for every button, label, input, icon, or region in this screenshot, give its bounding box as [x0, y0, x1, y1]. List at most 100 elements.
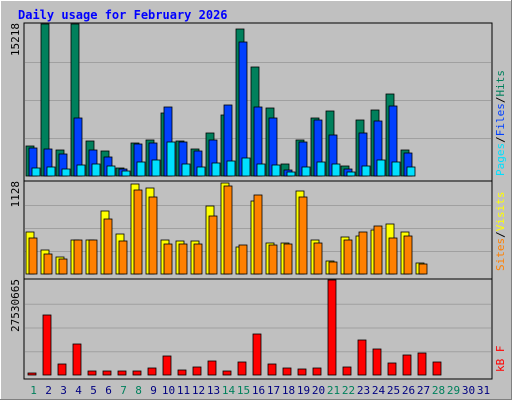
bar-requests-files-day-15	[238, 41, 248, 177]
bar-volume-kb-f-day-2	[42, 314, 52, 376]
bar-visitors-sites-day-1	[28, 237, 38, 275]
x-tick-label-day-11: 11	[177, 384, 190, 397]
x-tick-label-day-27: 27	[417, 384, 430, 397]
bar-visitors-sites-day-20	[313, 242, 323, 275]
bar-visitors-sites-day-22	[343, 239, 353, 275]
bar-requests-pages-day-22	[346, 171, 356, 177]
legend-visits: Visits	[494, 192, 507, 232]
bar-volume-kb-f-day-14	[222, 370, 232, 376]
bar-visitors-sites-day-27	[418, 263, 428, 275]
bar-volume-kb-f-day-3	[57, 363, 67, 376]
bar-requests-pages-day-1	[31, 167, 41, 177]
bar-volume-kb-f-day-27	[417, 352, 427, 376]
bar-visitors-sites-day-4	[73, 239, 83, 275]
bar-volume-kb-f-day-1	[27, 372, 37, 376]
legend-kbytes: kB F	[494, 346, 507, 373]
x-tick-label-day-17: 17	[267, 384, 280, 397]
bar-visitors-sites-day-15	[238, 244, 248, 275]
bar-volume-kb-f-day-25	[387, 362, 397, 376]
bar-volume-kb-f-day-26	[402, 354, 412, 376]
bar-requests-pages-day-25	[391, 161, 401, 177]
bar-volume-kb-f-day-11	[177, 369, 187, 376]
bar-requests-pages-day-23	[361, 165, 371, 177]
x-tick-label-day-7: 7	[120, 384, 127, 397]
x-tick-label-day-2: 2	[45, 384, 52, 397]
bar-visitors-sites-day-9	[148, 196, 158, 275]
bar-requests-pages-day-5	[91, 163, 101, 177]
bar-visitors-sites-day-24	[373, 225, 383, 275]
bar-volume-kb-f-day-23	[357, 339, 367, 376]
bar-visitors-sites-day-5	[88, 239, 98, 275]
bar-requests-pages-day-2	[46, 166, 56, 177]
bar-visitors-sites-day-16	[253, 194, 263, 275]
bar-requests-pages-day-16	[256, 163, 266, 177]
bar-requests-pages-day-19	[301, 166, 311, 177]
bar-volume-kb-f-day-8	[132, 370, 142, 376]
bar-visitors-sites-day-2	[43, 253, 53, 275]
bar-volume-kb-f-day-9	[147, 367, 157, 376]
x-tick-label-day-9: 9	[150, 384, 157, 397]
bar-volume-kb-f-day-12	[192, 366, 202, 376]
bar-volume-kb-f-day-19	[297, 368, 307, 376]
bar-requests-pages-day-20	[316, 161, 326, 177]
bar-visitors-sites-day-12	[193, 243, 203, 275]
bar-volume-kb-f-day-18	[282, 367, 292, 376]
bar-requests-pages-day-18	[286, 171, 296, 177]
bar-visitors-sites-day-23	[358, 231, 368, 275]
volume-y-max-label: 27530665	[9, 279, 22, 332]
x-tick-label-day-14: 14	[222, 384, 236, 397]
panel-volume-frame	[23, 278, 493, 380]
x-tick-label-day-30: 30	[462, 384, 475, 397]
legend-sites: Sites	[494, 238, 507, 271]
x-tick-label-day-1: 1	[30, 384, 37, 397]
x-tick-label-day-16: 16	[252, 384, 265, 397]
bar-visitors-sites-day-6	[103, 218, 113, 275]
bar-volume-kb-f-day-20	[312, 367, 322, 376]
bar-visitors-sites-day-13	[208, 215, 218, 275]
legend-sep-3: /	[494, 231, 507, 238]
bar-visitors-sites-day-17	[268, 244, 278, 275]
bar-volume-kb-f-day-10	[162, 355, 172, 376]
bar-visitors-sites-day-14	[223, 185, 233, 275]
volume-legend: kB F	[494, 346, 507, 373]
x-tick-label-day-28: 28	[432, 384, 445, 397]
bar-requests-pages-day-21	[331, 163, 341, 177]
bar-requests-pages-day-24	[376, 159, 386, 177]
bar-requests-pages-day-15	[241, 157, 251, 177]
bar-requests-pages-day-11	[181, 163, 191, 177]
bar-volume-kb-f-day-22	[342, 366, 352, 376]
bar-visitors-sites-day-11	[178, 243, 188, 275]
bars	[25, 23, 442, 376]
bar-visitors-sites-day-8	[133, 189, 143, 275]
bar-volume-kb-f-day-17	[267, 363, 277, 376]
bar-requests-pages-day-6	[106, 165, 116, 177]
x-tick-label-day-29: 29	[447, 384, 460, 397]
x-tick-label-day-4: 4	[75, 384, 82, 397]
bar-requests-pages-day-3	[61, 168, 71, 177]
bar-visitors-sites-day-26	[403, 235, 413, 275]
x-tick-label-day-25: 25	[387, 384, 400, 397]
x-tick-label-day-20: 20	[312, 384, 325, 397]
legend-files: Files	[494, 103, 507, 136]
legend-hits: Hits	[494, 70, 507, 97]
legend-sep-1: /	[494, 136, 507, 143]
chart-title: Daily usage for February 2026	[18, 8, 228, 22]
x-tick-label-day-10: 10	[162, 384, 175, 397]
bar-visitors-sites-day-7	[118, 240, 128, 275]
x-tick-label-day-22: 22	[342, 384, 355, 397]
x-axis-labels: 1 2 3 4 5 6 7 8 9 10 11 12 13 14 15 16 17 18 19 20 21 22 23 24 2…	[30, 384, 490, 397]
x-tick-label-day-13: 13	[207, 384, 220, 397]
bar-requests-pages-day-8	[136, 161, 146, 177]
bar-volume-kb-f-day-6	[102, 370, 112, 376]
bar-visitors-sites-day-21	[328, 261, 338, 275]
x-tick-label-day-19: 19	[297, 384, 310, 397]
bar-visitors-sites-day-3	[58, 258, 68, 275]
bar-volume-kb-f-day-21	[327, 279, 337, 376]
x-tick-label-day-8: 8	[135, 384, 142, 397]
bar-visitors-sites-day-25	[388, 237, 398, 275]
bar-visitors-sites-day-10	[163, 243, 173, 275]
bar-volume-kb-f-day-7	[117, 370, 127, 376]
x-tick-label-day-3: 3	[60, 384, 67, 397]
visitors-y-max-label: 1128	[9, 181, 22, 208]
